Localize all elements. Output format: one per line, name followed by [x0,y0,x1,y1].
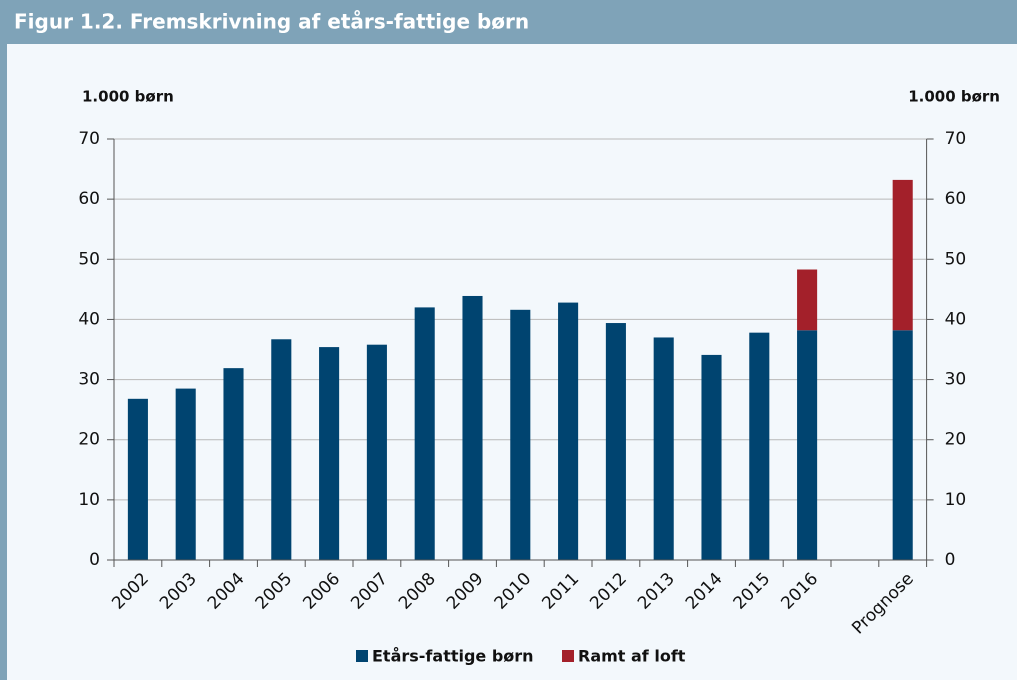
bar [892,179,913,331]
bar [462,295,483,560]
bar [558,302,579,560]
y-tick-label: 50 [78,249,100,269]
bar [319,347,340,560]
y2-tick-label: 20 [945,430,967,450]
legend-swatch [562,650,574,662]
y-tick-label: 30 [78,370,100,390]
y-tick-label: 20 [78,430,100,450]
legend-label: Ramt af loft [578,647,686,666]
header-bar [0,0,1017,44]
bar [605,323,626,560]
bar [749,332,770,560]
bar [701,354,722,560]
y-tick-label: 0 [89,550,100,570]
y-tick-label: 40 [78,309,100,329]
bar [797,330,818,560]
y2-tick-label: 50 [945,249,967,269]
y2-tick-label: 60 [945,189,967,209]
legend-label: Etårs-fattige børn [372,647,534,666]
y-axis-label: 1.000 børn [82,88,174,106]
bar [366,344,387,560]
legend-swatch [356,650,368,662]
bar [223,368,244,560]
bar [414,307,435,560]
bar [797,269,818,331]
bar [175,388,196,560]
left-border [0,44,7,680]
y2-axis-label: 1.000 børn [908,88,1000,106]
bar [892,330,913,560]
bar [653,337,674,560]
y-tick-label: 70 [78,129,100,149]
y2-tick-label: 10 [945,490,967,510]
y-tick-label: 10 [78,490,100,510]
y2-tick-label: 70 [945,129,967,149]
chart-title: Figur 1.2. Fremskrivning af etårs-fattig… [14,10,529,34]
bar [510,309,531,560]
y2-tick-label: 40 [945,309,967,329]
bar [271,339,292,560]
y2-tick-label: 0 [945,550,956,570]
y2-tick-label: 30 [945,370,967,390]
y-tick-label: 60 [78,189,100,209]
bar [127,398,148,560]
